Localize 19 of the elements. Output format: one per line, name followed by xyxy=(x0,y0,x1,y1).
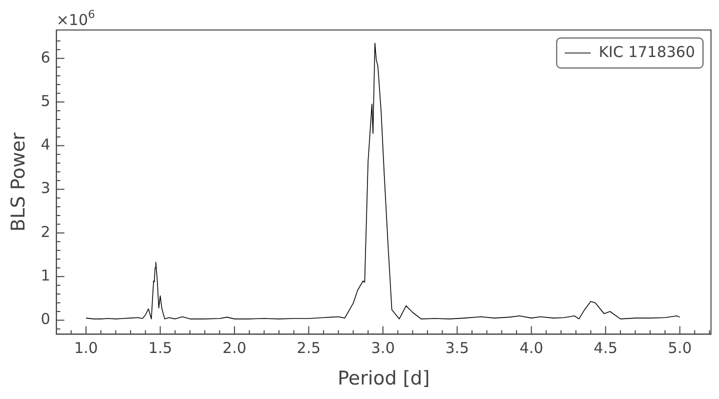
x-tick-label: 4.5 xyxy=(594,339,618,358)
y-tick-label: 4 xyxy=(40,136,50,154)
y-tick-label: 1 xyxy=(40,266,50,284)
x-tick-label: 3.0 xyxy=(371,339,395,358)
y-tick-label: 6 xyxy=(40,48,50,66)
x-tick-label: 4.0 xyxy=(519,339,544,358)
y-tick-label: 3 xyxy=(40,179,50,198)
x-tick-label: 2.0 xyxy=(222,339,246,358)
x-tick-label: 1.0 xyxy=(74,339,98,358)
x-tick-label: 1.5 xyxy=(148,339,172,358)
x-tick-label: 5.0 xyxy=(668,339,692,358)
y-tick-label: 2 xyxy=(40,222,50,241)
y-axis-title: BLS Power xyxy=(7,132,30,232)
y-tick-label: 5 xyxy=(40,92,50,110)
x-axis-title: Period [d] xyxy=(338,368,430,390)
y-tick-label: 0 xyxy=(40,310,50,328)
x-tick-label: 3.5 xyxy=(445,339,470,358)
legend-label: KIC 1718360 xyxy=(598,42,696,61)
x-tick-label: 2.5 xyxy=(296,339,321,358)
